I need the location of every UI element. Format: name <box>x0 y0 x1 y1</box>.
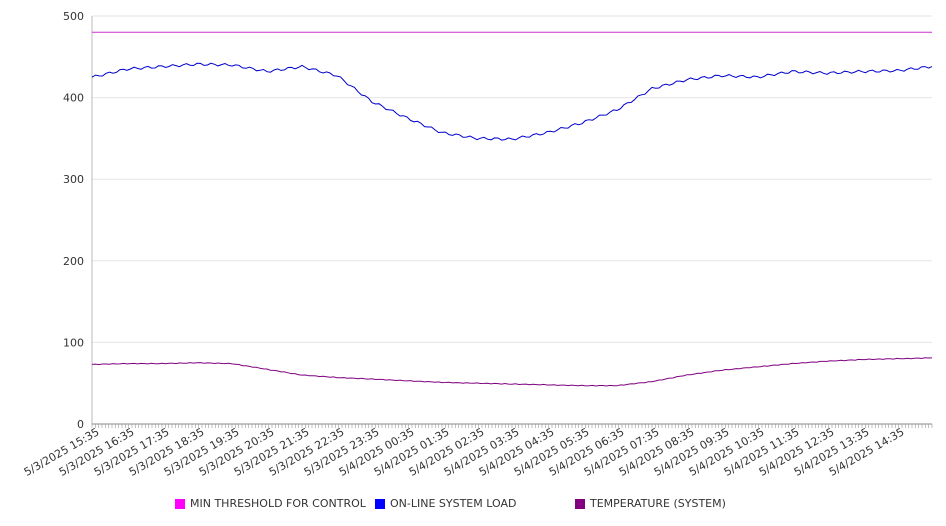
legend-item-min-threshold[interactable]: MIN THRESHOLD FOR CONTROL <box>175 497 366 510</box>
legend-swatch-min-threshold <box>175 498 185 509</box>
legend-swatch-temperature <box>575 498 585 509</box>
legend-swatch-online-system-load <box>375 498 385 509</box>
series-lines <box>91 31 933 387</box>
y-tick-label: 400 <box>63 92 84 105</box>
legend-item-online-system-load[interactable]: ON-LINE SYSTEM LOAD <box>375 497 516 510</box>
y-tick-label: 100 <box>63 336 84 349</box>
legend-label-temperature: TEMPERATURE (SYSTEM) <box>590 497 726 510</box>
series-line-temperature-system <box>91 357 933 387</box>
y-tick-label: 0 <box>77 418 84 431</box>
y-tick-label: 200 <box>63 255 84 268</box>
legend-item-temperature[interactable]: TEMPERATURE (SYSTEM) <box>575 497 726 510</box>
legend-label-online-system-load: ON-LINE SYSTEM LOAD <box>390 497 517 510</box>
y-tick-label: 300 <box>63 173 84 186</box>
x-axis-ticks: 5/3/2025 15:355/3/2025 16:355/3/2025 17:… <box>22 424 933 479</box>
series-line-on-line-system-load <box>91 62 933 141</box>
y-axis-ticks: 0 100 200 300 400 500 <box>63 10 84 431</box>
legend: MIN THRESHOLD FOR CONTROL ON-LINE SYSTEM… <box>0 497 946 515</box>
legend-label-min-threshold: MIN THRESHOLD FOR CONTROL <box>190 497 366 510</box>
y-tick-label: 500 <box>63 10 84 23</box>
